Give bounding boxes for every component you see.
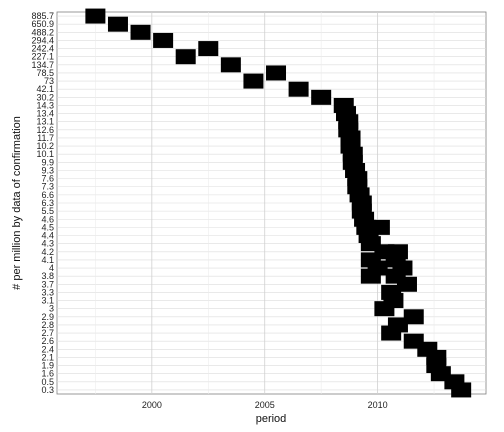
data-point: [311, 90, 331, 105]
data-point: [451, 382, 471, 397]
data-point: [131, 25, 151, 40]
x-axis-title: period: [256, 413, 287, 425]
data-point: [361, 269, 381, 284]
y-tick-label: 0.3: [41, 385, 54, 395]
data-point: [381, 326, 401, 341]
y-axis-title: # per million by data of confirmation: [11, 116, 23, 290]
data-point: [289, 82, 309, 97]
data-point: [266, 65, 286, 80]
data-point: [108, 17, 128, 32]
data-point: [374, 301, 394, 316]
data-point: [221, 57, 241, 72]
x-tick-label: 2005: [255, 400, 275, 410]
data-point: [198, 41, 218, 56]
data-point: [176, 49, 196, 64]
data-point: [85, 9, 105, 24]
x-tick-labels: 2000 2005 2010: [142, 400, 388, 410]
x-tick-label: 2010: [368, 400, 388, 410]
y-tick-labels: 885.7650.9488.2294.4242.4227.1134.778.57…: [31, 11, 54, 395]
data-point: [153, 33, 173, 48]
x-tick-label: 2000: [142, 400, 162, 410]
data-point: [243, 74, 263, 89]
